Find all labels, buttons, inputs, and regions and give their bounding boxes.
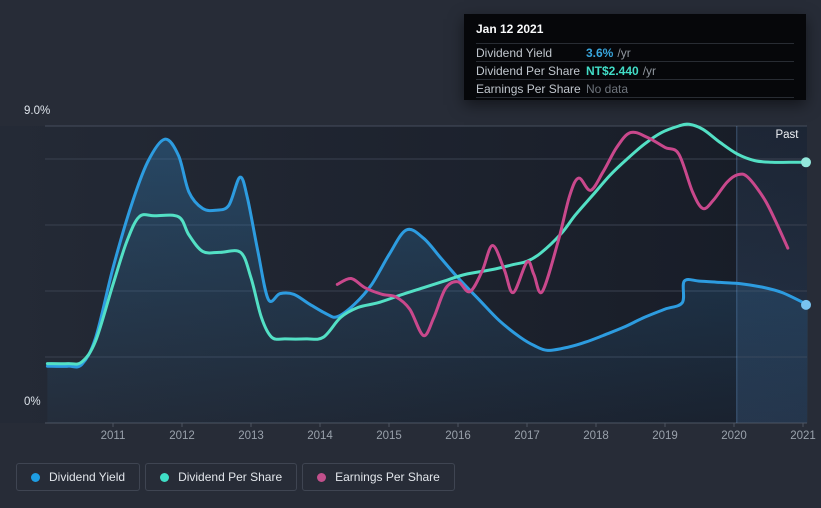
tooltip-value-suffix: /yr bbox=[617, 45, 631, 60]
tooltip-row-dividend-yield: Dividend Yield 3.6%/yr bbox=[476, 43, 794, 61]
dividend-yield-line bbox=[45, 137, 810, 369]
tooltip-value: 3.6% bbox=[586, 45, 614, 60]
tooltip: Jan 12 2021 Dividend Yield 3.6%/yr Dividen… bbox=[464, 14, 806, 100]
legend-label: Earnings Per Share bbox=[335, 470, 440, 484]
dividend-yield-area bbox=[47, 139, 808, 423]
dividend-per-share-end-dot bbox=[801, 157, 811, 168]
tooltip-value-suffix: /yr bbox=[642, 63, 657, 78]
x-axis-label-2013: 2013 bbox=[238, 430, 264, 442]
tooltip-value: NT$2.440 bbox=[586, 63, 639, 78]
tooltip-label: Dividend Per Share bbox=[476, 63, 581, 78]
past-region-label: Past bbox=[775, 129, 799, 141]
tooltip-label: Earnings Per Share bbox=[476, 81, 581, 96]
legend-dot-icon bbox=[160, 472, 170, 482]
dividend-yield-end-dot bbox=[801, 299, 811, 310]
earnings-per-share-line bbox=[335, 130, 790, 338]
legend-label: Dividend Per Share bbox=[178, 470, 283, 484]
y-axis-max-label: 9.0% bbox=[24, 105, 51, 117]
legend-item-dividend-yield[interactable]: Dividend Yield bbox=[16, 463, 141, 491]
x-axis-label-2018: 2018 bbox=[583, 430, 609, 442]
legend-dot-icon bbox=[31, 472, 40, 482]
x-axis-label-2017: 2017 bbox=[514, 430, 540, 442]
legend-dot-icon bbox=[317, 472, 327, 482]
legend: Dividend Yield Dividend Per Share Earnings… bbox=[16, 463, 455, 491]
x-axis-label-2011: 2011 bbox=[100, 430, 126, 442]
legend-label: Dividend Yield bbox=[49, 470, 126, 484]
tooltip-row-earnings-per-share: Earnings Per Share No data bbox=[476, 79, 794, 98]
x-axis-label-2021: 2021 bbox=[790, 430, 816, 442]
x-axis-label-2020: 2020 bbox=[721, 430, 747, 442]
x-axis-label-2014: 2014 bbox=[307, 430, 333, 442]
x-axis-label-2019: 2019 bbox=[652, 430, 678, 442]
tooltip-value: No data bbox=[586, 81, 629, 96]
legend-item-dividend-per-share[interactable]: Dividend Per Share bbox=[145, 463, 298, 491]
x-axis-label-2015: 2015 bbox=[376, 430, 402, 442]
tooltip-rows: Dividend Yield 3.6%/yr Dividend Per Share N… bbox=[476, 43, 794, 98]
tooltip-label: Dividend Yield bbox=[476, 45, 553, 60]
dividend-per-share-line bbox=[45, 122, 810, 366]
x-axis-label-2016: 2016 bbox=[445, 430, 471, 442]
legend-item-earnings-per-share[interactable]: Earnings Per Share bbox=[302, 463, 455, 491]
tooltip-title: Jan 12 2021 bbox=[476, 22, 544, 36]
x-axis-label-2012: 2012 bbox=[169, 430, 195, 442]
y-axis-min-label: 0% bbox=[24, 396, 41, 408]
tooltip-row-dividend-per-share: Dividend Per Share NT$2.440/yr bbox=[476, 61, 794, 79]
